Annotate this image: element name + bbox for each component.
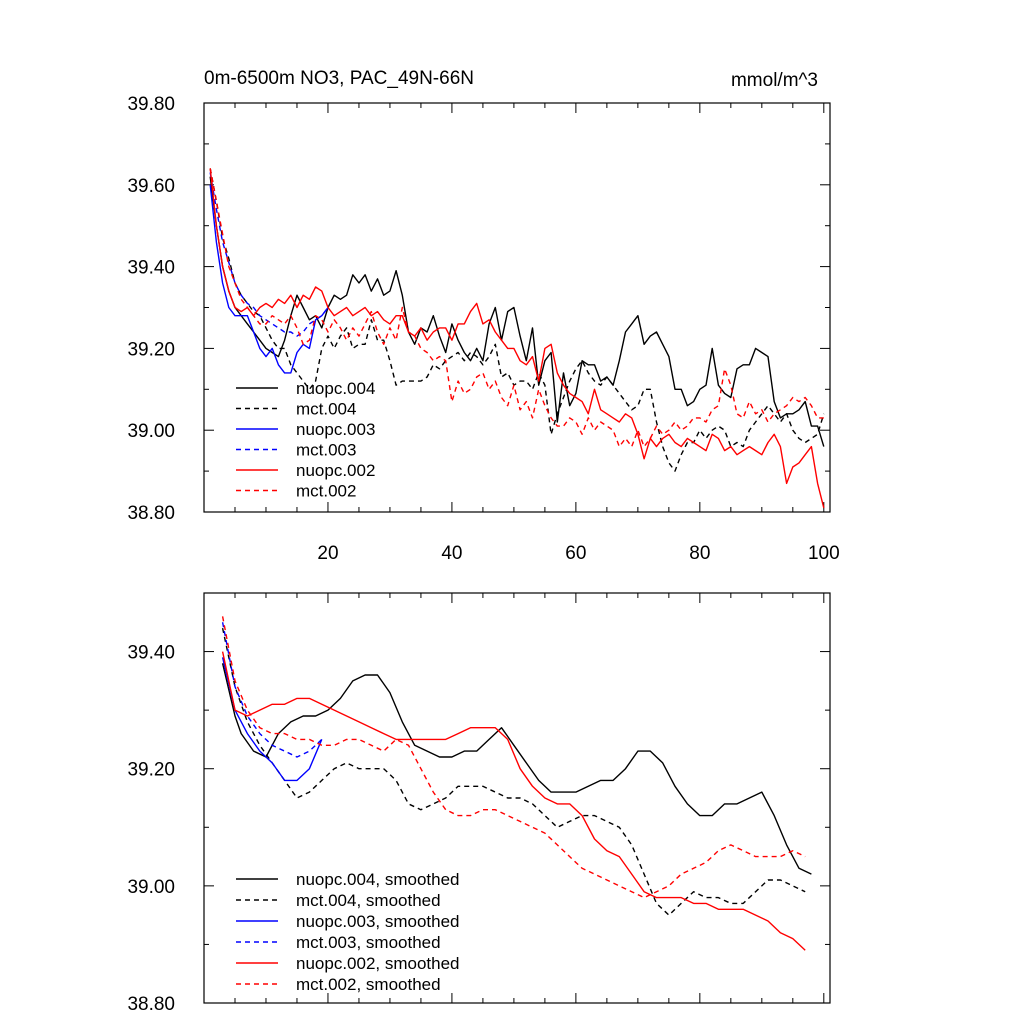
plot-frame bbox=[203, 592, 831, 1004]
legend-label: nuopc.003, smoothed bbox=[296, 912, 460, 931]
legend-label: mct.004 bbox=[296, 400, 356, 419]
y-tick-label: 39.60 bbox=[127, 176, 175, 197]
series-line-nuopc-002-smoothed bbox=[221, 651, 806, 951]
legend-label: mct.003, smoothed bbox=[296, 933, 441, 952]
y-tick-label: 39.80 bbox=[127, 94, 175, 115]
y-tick-label: 38.80 bbox=[127, 503, 175, 524]
x-tick-label: 20 bbox=[317, 543, 338, 564]
y-tick-label: 39.20 bbox=[127, 339, 175, 360]
legend-label: nuopc.003 bbox=[296, 420, 375, 439]
legend-label: mct.002 bbox=[296, 482, 356, 501]
x-tick-label: 40 bbox=[441, 543, 462, 564]
series-line-nuopc-004-smoothed bbox=[221, 663, 812, 875]
series-line-nuopc-002 bbox=[209, 168, 825, 509]
series-line-mct-004-smoothed bbox=[221, 627, 806, 916]
series-line-nuopc-003 bbox=[209, 184, 329, 374]
units-label: mmol/m^3 bbox=[731, 70, 818, 91]
legend-label: nuopc.004, smoothed bbox=[296, 870, 460, 889]
y-tick-label: 39.00 bbox=[127, 421, 175, 442]
y-tick-label: 38.80 bbox=[127, 994, 175, 1015]
series-line-mct-004 bbox=[209, 168, 825, 472]
y-tick-label: 39.20 bbox=[127, 760, 175, 781]
legend-label: nuopc.002, smoothed bbox=[296, 954, 460, 973]
y-tick-label: 39.40 bbox=[127, 258, 175, 279]
series-line-mct-002-smoothed bbox=[221, 616, 806, 899]
legend-label: nuopc.002 bbox=[296, 461, 375, 480]
legend: nuopc.004, smoothed mct.004, smoothed nuop… bbox=[236, 870, 460, 994]
x-tick-label: 80 bbox=[689, 543, 710, 564]
series-line-mct-003-smoothed bbox=[221, 622, 323, 758]
series-line-nuopc-003-smoothed bbox=[221, 657, 323, 782]
y-tick-label: 39.40 bbox=[127, 643, 175, 664]
y-tick-label: 39.00 bbox=[127, 877, 175, 898]
top-panel: 0m-6500m NO3, PAC_49N-66N mmol/m^3 20 40 6… bbox=[127, 68, 839, 564]
legend-label: mct.002, smoothed bbox=[296, 975, 441, 994]
series-line-mct-003 bbox=[209, 172, 329, 337]
chart-title: 0m-6500m NO3, PAC_49N-66N bbox=[204, 68, 474, 89]
legend-label: mct.003 bbox=[296, 441, 356, 460]
x-tick-label: 60 bbox=[565, 543, 586, 564]
legend-label: mct.004, smoothed bbox=[296, 891, 441, 910]
bottom-panel: 38.80 39.00 39.20 39.40 nuopc.004, smoothed m… bbox=[127, 592, 831, 1015]
x-tick-label: 100 bbox=[808, 543, 840, 564]
legend-label: nuopc.004 bbox=[296, 379, 375, 398]
